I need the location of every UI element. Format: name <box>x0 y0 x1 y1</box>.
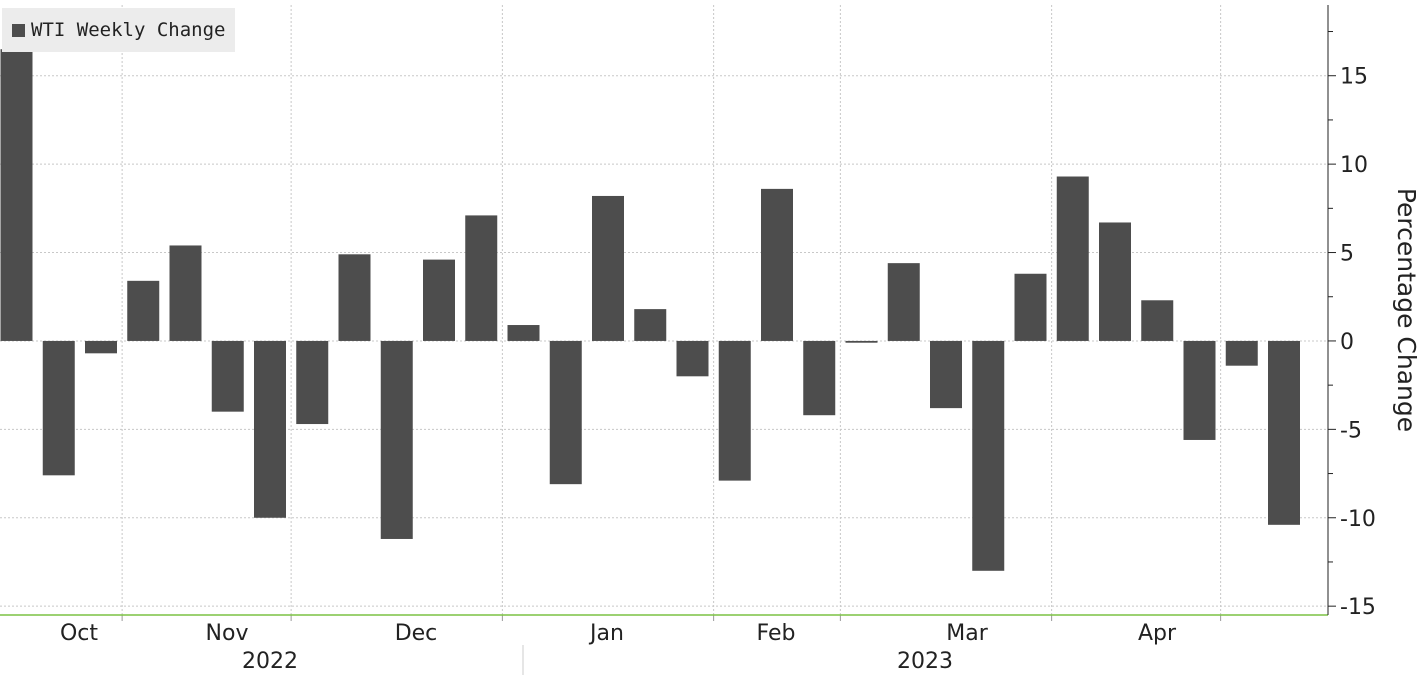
bar <box>338 254 371 341</box>
y-tick-label: 5 <box>1340 242 1354 267</box>
bar <box>676 340 709 377</box>
bar <box>1141 300 1174 341</box>
bar <box>634 309 667 341</box>
bar <box>85 340 117 354</box>
bar <box>1014 273 1047 341</box>
bar <box>1056 176 1089 341</box>
y-axis-label: Percentage Change <box>1392 188 1418 432</box>
bar <box>1225 340 1258 366</box>
x-month-label: Feb <box>757 621 796 646</box>
bar <box>845 340 878 343</box>
bar <box>718 340 751 481</box>
bar <box>423 259 455 341</box>
y-tick-label: -10 <box>1340 507 1376 532</box>
bar <box>549 340 582 485</box>
bar <box>211 340 244 412</box>
legend-label: WTI Weekly Change <box>31 19 226 41</box>
y-tick-label: -5 <box>1340 418 1362 443</box>
legend: WTI Weekly Change <box>2 8 236 52</box>
bar <box>1099 222 1131 341</box>
bar <box>127 280 160 341</box>
x-month-label: Oct <box>60 621 98 646</box>
bar <box>887 263 920 341</box>
x-month-label: Apr <box>1138 621 1177 646</box>
x-month-label: Dec <box>395 621 438 646</box>
bar <box>254 340 286 518</box>
bar <box>1183 340 1216 440</box>
x-year-label: 2022 <box>242 649 298 674</box>
x-month-label: Mar <box>946 621 988 646</box>
bar <box>930 340 962 409</box>
x-month-label: Jan <box>588 621 624 646</box>
y-tick-label: 10 <box>1340 153 1368 178</box>
bar <box>803 340 836 416</box>
bar <box>380 340 413 539</box>
bar <box>0 49 33 341</box>
bar <box>972 340 1005 571</box>
bar <box>507 325 540 341</box>
bar <box>296 340 329 425</box>
axes: 15 10 5 0 -5 -10 -15 Oct Nov Dec Jan Feb Mar Apr 2022 2… <box>0 5 1376 675</box>
y-tick-label: -15 <box>1340 595 1376 620</box>
bars <box>0 49 1300 571</box>
legend-swatch <box>12 23 25 37</box>
x-month-label: Nov <box>206 621 249 646</box>
bar <box>761 188 793 341</box>
bar <box>465 215 498 341</box>
bar <box>592 195 624 341</box>
y-tick-label: 15 <box>1340 65 1368 90</box>
bar <box>169 245 202 341</box>
x-year-label: 2023 <box>897 649 953 674</box>
bar <box>42 340 75 476</box>
y-tick-label: 0 <box>1340 330 1354 355</box>
bar <box>1268 340 1300 525</box>
